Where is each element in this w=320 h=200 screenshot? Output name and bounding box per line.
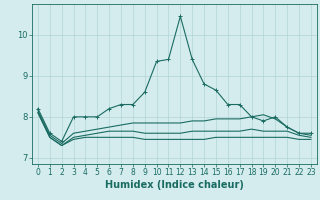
X-axis label: Humidex (Indice chaleur): Humidex (Indice chaleur) <box>105 180 244 190</box>
